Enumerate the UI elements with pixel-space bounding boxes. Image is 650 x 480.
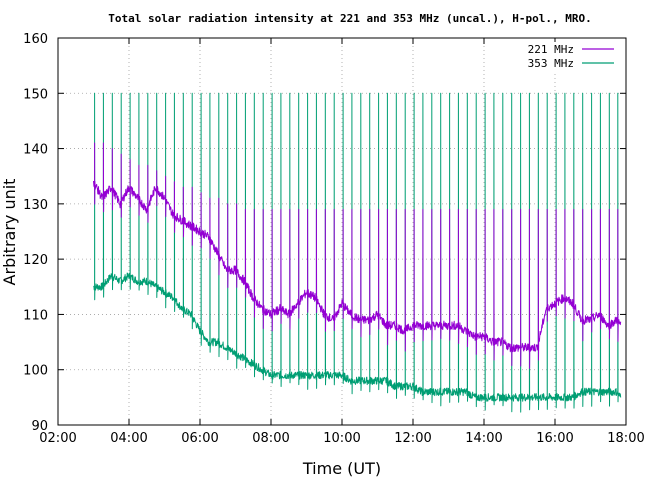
y-tick-label: 150: [23, 87, 48, 102]
y-axis-label: Arbitrary unit: [0, 179, 19, 286]
grid-lines: [58, 38, 626, 425]
series-layer: [93, 92, 622, 413]
x-tick-label: 10:00: [323, 431, 360, 446]
legend-label-353: 353 MHz: [528, 57, 574, 70]
x-tick-label: 12:00: [394, 431, 431, 446]
legend-background: [506, 42, 622, 72]
y-tick-label: 100: [23, 364, 48, 379]
x-tick-label: 14:00: [465, 431, 502, 446]
x-tick-label: 16:00: [536, 431, 573, 446]
x-tick-label: 06:00: [181, 431, 218, 446]
x-tick-label: 04:00: [110, 431, 147, 446]
y-tick-label: 160: [23, 32, 48, 47]
y-tick-label: 110: [23, 308, 48, 323]
y-tick-label: 90: [31, 419, 48, 434]
x-tick-label: 18:00: [607, 431, 644, 446]
y-tick-label: 120: [23, 253, 48, 268]
x-tick-label: 08:00: [252, 431, 289, 446]
legend: 221 MHz 353 MHz: [506, 42, 622, 72]
chart-title: Total solar radiation intensity at 221 a…: [108, 12, 591, 25]
y-tick-label: 130: [23, 198, 48, 213]
y-tick-label: 140: [23, 143, 48, 158]
series-line-353mhz: [93, 92, 622, 413]
legend-label-221: 221 MHz: [528, 43, 574, 56]
series-line-221mhz: [93, 142, 622, 369]
x-axis-label: Time (UT): [302, 459, 381, 478]
axis-ticks: 02:00 04:00 06:00 08:00 10:00 12:00 14:00 16:00…: [23, 32, 645, 446]
x-tick-label: 02:00: [39, 431, 76, 446]
